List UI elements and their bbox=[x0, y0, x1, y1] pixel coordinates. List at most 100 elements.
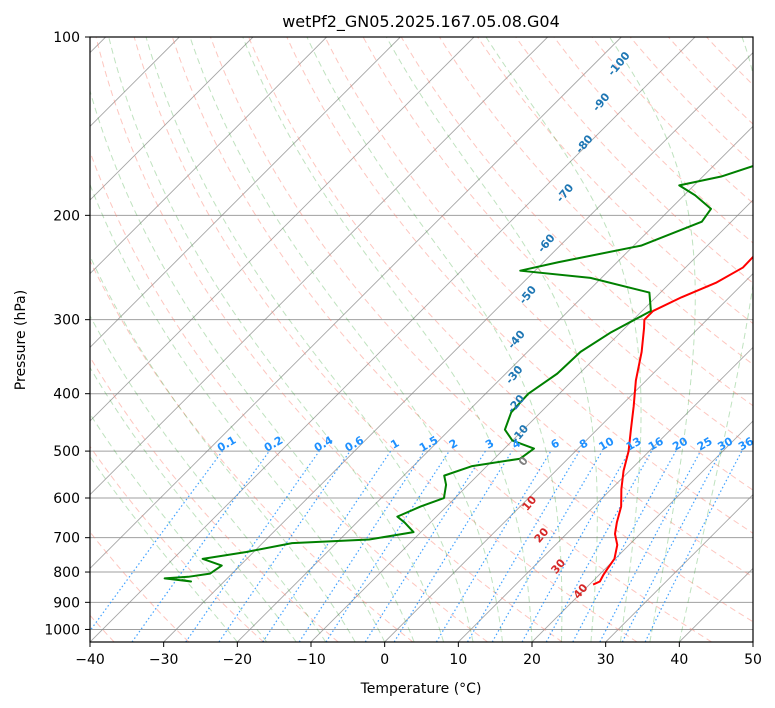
y-tick-label: 700 bbox=[53, 531, 80, 547]
dry-adiabat-label: 40 bbox=[571, 581, 591, 601]
x-tick-label: −40 bbox=[75, 652, 105, 668]
mixing-ratio-line bbox=[466, 450, 580, 642]
isotherm-line bbox=[384, 273, 753, 642]
moist-adiabat-line bbox=[90, 183, 386, 642]
temperature-profile-line bbox=[592, 255, 753, 586]
y-tick-label: 100 bbox=[53, 30, 80, 46]
x-axis: −40 −30 −20 −10 0 10 20 30 40 50 bbox=[75, 642, 762, 668]
dry-adiabat-line bbox=[90, 445, 264, 642]
y-tick-label: 1000 bbox=[44, 622, 80, 638]
isotherm-line bbox=[458, 346, 753, 642]
y-axis: 100 200 300 400 500 600 700 800 900 1000 bbox=[44, 30, 90, 638]
moist-adiabat-line bbox=[189, 37, 504, 642]
plot-frame bbox=[89, 36, 754, 643]
dry-adiabat-label: 30 bbox=[548, 556, 568, 576]
isotherm-line bbox=[310, 199, 753, 642]
isotherm-line bbox=[605, 494, 753, 642]
isotherm-line bbox=[90, 37, 548, 496]
moist-adiabat-line bbox=[242, 37, 533, 642]
dry-adiabat-label: -50 bbox=[516, 283, 539, 307]
dry-adiabat-line bbox=[171, 37, 712, 642]
moist-adiabat-line bbox=[609, 37, 696, 642]
mixing-ratio-line bbox=[572, 450, 677, 642]
moist-adiabat-line bbox=[485, 37, 642, 642]
isotherm-line bbox=[90, 37, 696, 642]
dry-adiabat-line bbox=[210, 37, 753, 623]
reference-lines bbox=[90, 37, 753, 642]
isotherm-line bbox=[531, 420, 753, 642]
y-tick-label: 200 bbox=[53, 208, 80, 224]
dry-adiabat-line bbox=[668, 37, 753, 125]
mixing-ratio-line bbox=[185, 450, 320, 642]
dry-adiabat-label: -100 bbox=[605, 49, 633, 79]
x-tick-label: 20 bbox=[523, 652, 541, 668]
dry-adiabat-line bbox=[90, 150, 488, 642]
x-tick-label: 10 bbox=[449, 652, 467, 668]
moist-adiabat-line bbox=[90, 89, 415, 642]
moist-adiabat-line bbox=[145, 37, 474, 642]
dry-adiabat-label: 20 bbox=[532, 525, 552, 545]
moist-adiabat-line bbox=[90, 314, 327, 642]
dry-adiabat-label: -70 bbox=[554, 181, 577, 205]
moist-adiabat-line bbox=[385, 37, 598, 642]
x-tick-label: 40 bbox=[670, 652, 688, 668]
isotherm-line bbox=[90, 37, 401, 348]
isotherm-line bbox=[90, 37, 475, 422]
moist-adiabat-line bbox=[90, 413, 268, 642]
y-axis-label: Pressure (hPa) bbox=[13, 290, 29, 390]
y-tick-label: 300 bbox=[53, 313, 80, 329]
dry-adiabat-line bbox=[90, 259, 414, 642]
mixing-ratio-label: 2 bbox=[447, 437, 460, 452]
y-tick-label: 400 bbox=[53, 387, 80, 403]
x-tick-label: −30 bbox=[149, 652, 179, 668]
mixing-ratio-label: 1 bbox=[388, 437, 401, 452]
x-tick-label: −10 bbox=[296, 652, 326, 668]
moist-adiabat-line bbox=[678, 37, 753, 642]
y-tick-label: 900 bbox=[53, 595, 80, 611]
dry-adiabat-line bbox=[362, 37, 753, 449]
dry-adiabat-line bbox=[324, 37, 753, 491]
mixing-ratio-line bbox=[491, 450, 603, 642]
mixing-ratio-label: 3 bbox=[483, 437, 496, 452]
chart-title: wetPf2_GN05.2025.167.05.08.G04 bbox=[282, 12, 560, 32]
dry-adiabat-label: -20 bbox=[505, 392, 528, 416]
y-tick-label: 500 bbox=[53, 444, 80, 460]
dry-adiabat-line bbox=[515, 37, 753, 284]
mixing-ratio-line bbox=[545, 450, 653, 642]
x-tick-label: 0 bbox=[380, 652, 389, 668]
isotherm-line bbox=[752, 641, 753, 642]
mixing-ratio-line bbox=[298, 450, 425, 642]
mixing-ratio-line bbox=[218, 450, 351, 642]
x-tick-label: 30 bbox=[597, 652, 615, 668]
mixing-ratio-line bbox=[262, 450, 392, 642]
isotherm-line bbox=[90, 37, 254, 201]
moist-adiabat-line bbox=[306, 37, 563, 642]
dry-adiabat-label: -90 bbox=[590, 90, 613, 114]
mixing-ratio-line bbox=[325, 450, 450, 642]
mixing-ratio-line bbox=[599, 450, 702, 642]
dry-adiabat-line bbox=[95, 37, 563, 642]
dry-adiabat-label: -80 bbox=[573, 132, 596, 156]
dry-adiabat-line bbox=[400, 37, 753, 407]
x-tick-label: −20 bbox=[223, 652, 253, 668]
moist-adiabat-line bbox=[90, 255, 356, 642]
y-tick-label: 800 bbox=[53, 565, 80, 581]
dry-adiabat-line bbox=[248, 37, 753, 578]
mixing-ratio-line bbox=[393, 450, 513, 642]
mixing-ratio-label: 6 bbox=[549, 436, 562, 451]
moist-adiabat-line bbox=[108, 37, 445, 642]
profile-lines bbox=[163, 164, 753, 586]
y-tick-label: 600 bbox=[53, 491, 80, 507]
x-axis-label: Temperature (°C) bbox=[360, 681, 482, 697]
dewpoint-profile-line bbox=[163, 164, 753, 583]
x-tick-label: 50 bbox=[744, 652, 762, 668]
isotherm-line bbox=[90, 37, 327, 275]
dry-adiabat-line bbox=[133, 37, 638, 642]
reference-labels: 0.1 0.2 0.4 0.6 1 1.5 2 3 4 6 8 10 13 16 20 25 30 36-100-… bbox=[215, 49, 756, 601]
mixing-ratio-line bbox=[90, 450, 223, 632]
mixing-ratio-line bbox=[131, 450, 270, 642]
moist-adiabat-line bbox=[90, 455, 238, 642]
mixing-ratio-line bbox=[364, 450, 486, 642]
dry-adiabat-label: 10 bbox=[520, 493, 540, 513]
